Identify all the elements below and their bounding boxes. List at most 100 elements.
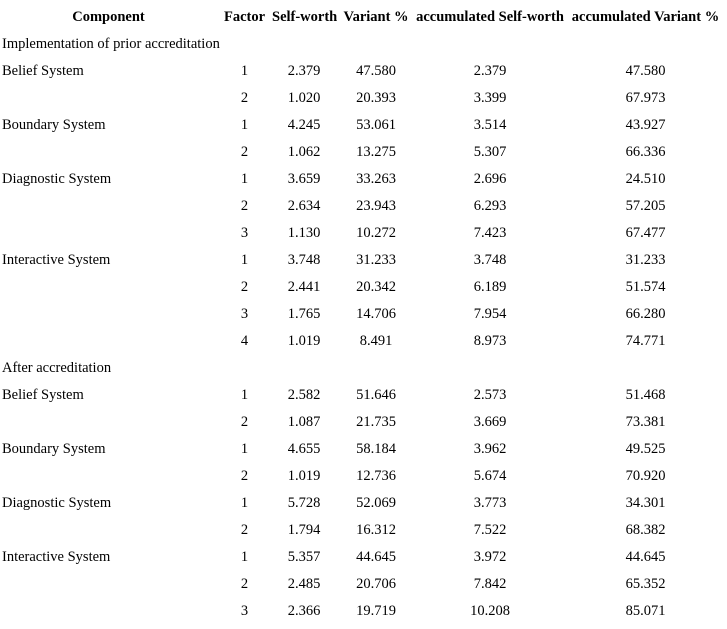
self-worth-cell: 1.130: [287, 225, 321, 241]
accumulated-variant-pct-cell: 70.920: [625, 468, 666, 484]
section-row: After accreditation: [0, 355, 727, 382]
factor-cell: 1: [240, 63, 249, 79]
table-row: 2 1.087 21.735 3.669 73.381: [0, 409, 727, 436]
variant-pct-cell: 58.184: [356, 441, 396, 457]
factor-cell: 2: [240, 279, 249, 295]
accumulated-variant-pct-cell: 31.233: [625, 252, 666, 268]
accumulated-variant-pct-cell: 68.382: [625, 522, 666, 538]
accumulated-variant-pct-cell: 51.468: [625, 387, 666, 403]
factor-cell: 1: [240, 252, 249, 268]
self-worth-cell: 3.659: [287, 171, 321, 187]
component-cell: [0, 193, 217, 220]
accumulated-variant-pct-cell: 49.525: [625, 441, 666, 457]
self-worth-cell: 2.634: [287, 198, 321, 214]
factor-cell: 4: [240, 333, 249, 349]
col-header-variant-pct: Variant %: [343, 9, 409, 25]
table-row: Belief System 1 2.379 47.580 2.379 47.580: [0, 58, 727, 85]
accumulated-variant-pct-cell: 44.645: [625, 549, 666, 565]
variant-pct-cell: 51.646: [356, 387, 396, 403]
accumulated-self-worth-cell: 3.514: [473, 117, 507, 133]
factor-cell: 3: [240, 603, 249, 619]
col-header-factor: Factor: [223, 9, 266, 25]
component-cell: [0, 274, 217, 301]
accumulated-self-worth-cell: 3.669: [473, 414, 507, 430]
factor-cell: 2: [240, 522, 249, 538]
accumulated-variant-pct-cell: 73.381: [625, 414, 666, 430]
variant-pct-cell: 13.275: [356, 144, 396, 160]
self-worth-cell: 2.441: [287, 279, 321, 295]
variant-pct-cell: 44.645: [356, 549, 396, 565]
table-row: Boundary System 1 4.245 53.061 3.514 43.927: [0, 112, 727, 139]
factor-cell: 1: [240, 549, 249, 565]
self-worth-cell: 5.357: [287, 549, 321, 565]
variant-pct-cell: 20.706: [356, 576, 396, 592]
accumulated-self-worth-cell: 8.973: [473, 333, 507, 349]
self-worth-cell: 1.020: [287, 90, 321, 106]
variant-pct-cell: 47.580: [356, 63, 396, 79]
table-row: Interactive System 1 3.748 31.233 3.748 31.23…: [0, 247, 727, 274]
component-cell: [0, 463, 217, 490]
component-cell: Interactive System: [2, 549, 111, 565]
variant-pct-cell: 10.272: [356, 225, 396, 241]
variant-pct-cell: 33.263: [356, 171, 396, 187]
factor-cell: 2: [240, 468, 249, 484]
self-worth-cell: 1.794: [287, 522, 321, 538]
accumulated-variant-pct-cell: 24.510: [625, 171, 666, 187]
component-cell: Belief System: [2, 387, 84, 403]
variant-pct-cell: 12.736: [356, 468, 396, 484]
accumulated-self-worth-cell: 2.573: [473, 387, 507, 403]
header-row: Component Factor Self-worth Variant % ac…: [0, 4, 727, 31]
accumulated-self-worth-cell: 6.293: [473, 198, 507, 214]
variant-pct-cell: 16.312: [356, 522, 396, 538]
factor-cell: 3: [240, 306, 249, 322]
factor-cell: 1: [240, 387, 249, 403]
col-header-accumulated-variant-pct: accumulated Variant %: [571, 9, 720, 25]
accumulated-variant-pct-cell: 43.927: [625, 117, 666, 133]
component-cell: [0, 409, 217, 436]
factor-cell: 2: [240, 198, 249, 214]
table-row: 2 2.485 20.706 7.842 65.352: [0, 571, 727, 598]
table-row: Interactive System 1 5.357 44.645 3.972 44.64…: [0, 544, 727, 571]
variant-pct-cell: 14.706: [356, 306, 396, 322]
accumulated-self-worth-cell: 7.522: [473, 522, 507, 538]
accumulated-variant-pct-cell: 51.574: [625, 279, 666, 295]
accumulated-self-worth-cell: 6.189: [473, 279, 507, 295]
factor-cell: 2: [240, 414, 249, 430]
accumulated-self-worth-cell: 5.674: [473, 468, 507, 484]
table-row: 3 2.366 19.719 10.208 85.071: [0, 598, 727, 625]
variant-pct-cell: 21.735: [356, 414, 396, 430]
factor-cell: 2: [240, 144, 249, 160]
table-row: 2 1.019 12.736 5.674 70.920: [0, 463, 727, 490]
variant-pct-cell: 19.719: [356, 603, 396, 619]
accumulated-self-worth-cell: 3.399: [473, 90, 507, 106]
self-worth-cell: 4.245: [287, 117, 321, 133]
accumulated-variant-pct-cell: 65.352: [625, 576, 666, 592]
variant-pct-cell: 31.233: [356, 252, 396, 268]
component-cell: [0, 139, 217, 166]
self-worth-cell: 1.087: [287, 414, 321, 430]
self-worth-cell: 1.765: [287, 306, 321, 322]
variant-pct-cell: 52.069: [356, 495, 396, 511]
factor-cell: 2: [240, 576, 249, 592]
self-worth-cell: 1.062: [287, 144, 321, 160]
accumulated-self-worth-cell: 7.954: [473, 306, 507, 322]
accumulated-variant-pct-cell: 85.071: [625, 603, 666, 619]
table-body: Implementation of prior accreditation Bel…: [0, 31, 727, 625]
accumulated-variant-pct-cell: 74.771: [625, 333, 666, 349]
component-cell: Boundary System: [2, 441, 106, 457]
accumulated-self-worth-cell: 10.208: [470, 603, 510, 619]
component-cell: [0, 598, 217, 625]
factor-cell: 3: [240, 225, 249, 241]
self-worth-cell: 1.019: [287, 333, 321, 349]
variant-pct-cell: 20.393: [356, 90, 396, 106]
accumulated-variant-pct-cell: 67.477: [625, 225, 666, 241]
accumulated-self-worth-cell: 3.748: [473, 252, 507, 268]
variant-pct-cell: 53.061: [356, 117, 396, 133]
accumulated-self-worth-cell: 2.379: [473, 63, 507, 79]
accumulated-self-worth-cell: 7.842: [473, 576, 507, 592]
accumulated-variant-pct-cell: 67.973: [625, 90, 666, 106]
accumulated-variant-pct-cell: 66.336: [625, 144, 666, 160]
self-worth-cell: 2.366: [287, 603, 321, 619]
table-row: 3 1.765 14.706 7.954 66.280: [0, 301, 727, 328]
